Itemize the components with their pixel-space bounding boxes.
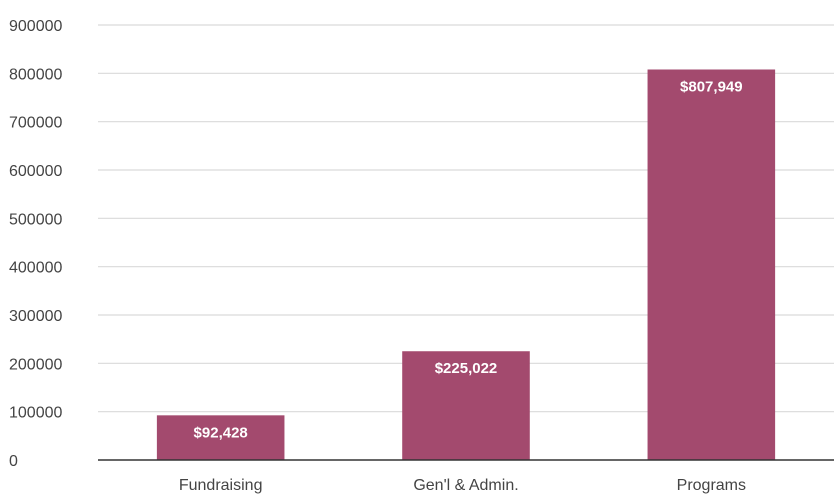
y-tick-label: 200000 (9, 356, 62, 373)
x-tick-label: Gen'l & Admin. (413, 477, 518, 494)
y-tick-label: 500000 (9, 211, 62, 228)
bar-data-label: $807,949 (680, 78, 743, 95)
x-tick-label: Programs (677, 477, 746, 494)
bars (156, 69, 776, 460)
y-tick-label: 600000 (9, 163, 62, 180)
bar-data-label: $225,022 (435, 360, 498, 377)
x-tick-label: Fundraising (179, 477, 263, 494)
x-axis-tick-labels: Fundraising Gen'l & Admin. Programs (179, 477, 746, 494)
bar (156, 415, 285, 460)
bar (402, 351, 530, 460)
gridlines (98, 24, 834, 413)
y-tick-label: 700000 (9, 115, 62, 132)
y-tick-label: 400000 (9, 260, 62, 277)
y-tick-label: 900000 (9, 18, 62, 35)
y-tick-label: 300000 (9, 308, 62, 325)
bar-data-label: $92,428 (194, 424, 248, 441)
bar-data-labels: $92,428 $225,022 $807,949 (194, 78, 743, 441)
y-tick-label: 0 (9, 453, 18, 470)
bar (647, 69, 776, 460)
y-tick-label: 800000 (9, 66, 62, 83)
y-axis-tick-labels: 0 100000 200000 300000 400000 500000 600000 700… (9, 18, 62, 470)
y-tick-label: 100000 (9, 405, 62, 422)
